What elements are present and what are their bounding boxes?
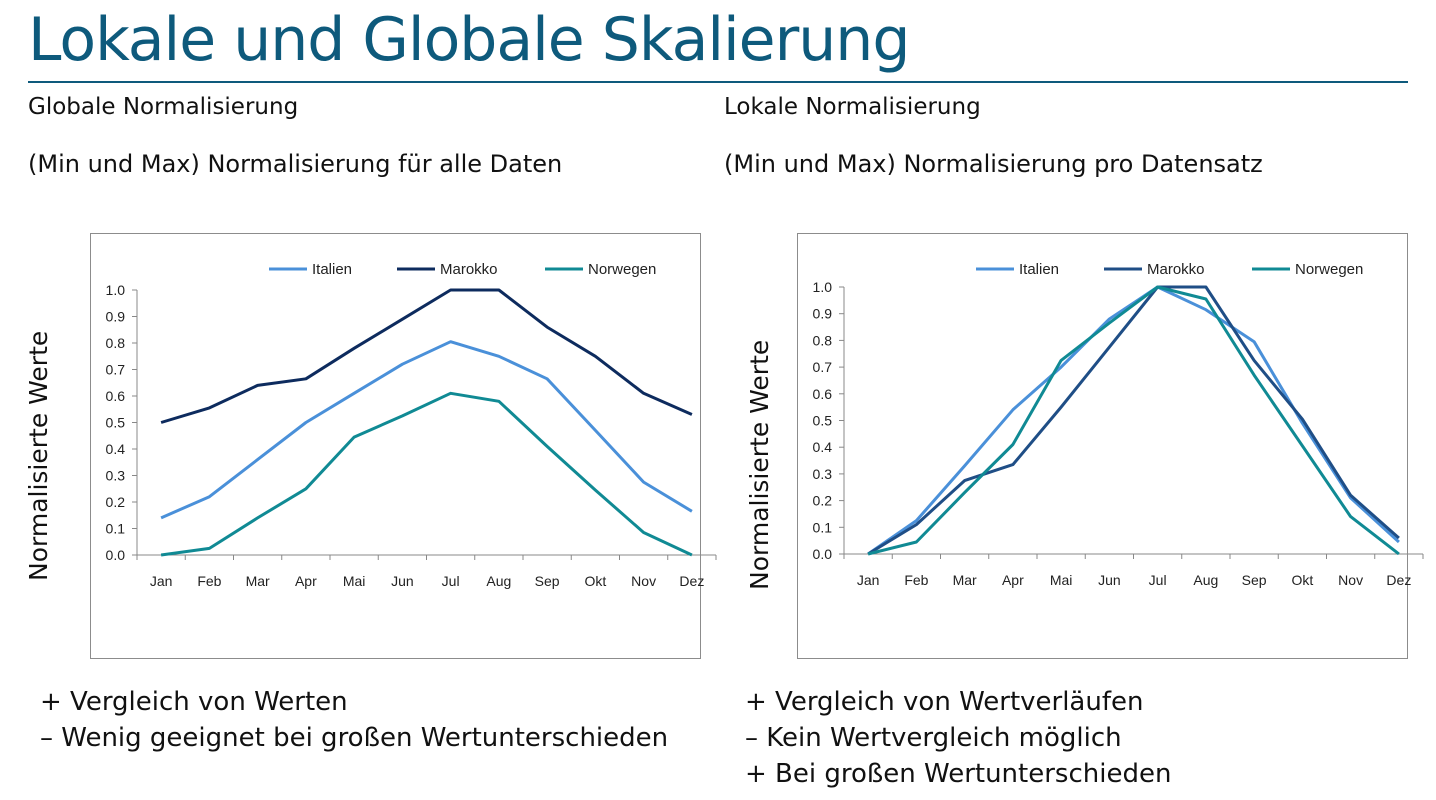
axes: 0.0 0.1 0.2 0.3 0.4 0.5 0.6 0.7 0.8 0.9 1.0 Jan Feb M…	[813, 279, 1424, 588]
axes: 0.0 0.1 0.2 0.3 0.4 0.5 0.6 0.7 0.8 0.9 1.0 Jan Feb M…	[106, 282, 717, 589]
y-tick-label: 1.0	[106, 282, 126, 298]
legend-marokko-label: Marokko	[440, 261, 498, 278]
y-tick-label: 0.6	[106, 388, 126, 404]
x-tick-label: Dez	[1386, 572, 1411, 588]
legend-italien-label: Italien	[312, 261, 352, 278]
y-tick-label: 0.1	[813, 519, 833, 535]
x-tick-label: Feb	[904, 572, 928, 588]
left-heading: Globale Normalisierung	[28, 94, 299, 120]
y-tick-label: 0.9	[106, 309, 126, 325]
y-tick-label: 0.2	[813, 493, 833, 509]
x-tick-label: Sep	[1242, 572, 1267, 588]
y-tick-label: 0.7	[813, 359, 833, 375]
local-normalization-chart: 0.0 0.1 0.2 0.3 0.4 0.5 0.6 0.7 0.8 0.9 1.0 Jan Feb M…	[797, 233, 1424, 659]
x-tick-label: Mai	[1050, 572, 1073, 588]
y-tick-label: 0.5	[106, 415, 126, 431]
right-bullet-pro: + Vergleich von Wertverläufen	[745, 687, 1144, 717]
y-tick-label: 0.9	[813, 306, 833, 322]
x-tick-label: Apr	[1002, 572, 1024, 588]
y-tick-label: 0.2	[106, 494, 126, 510]
y-tick-label: 0.8	[106, 335, 126, 351]
right-bullet-con: – Kein Wertvergleich möglich	[745, 723, 1122, 753]
right-heading: Lokale Normalisierung	[724, 94, 981, 120]
x-tick-label: Feb	[197, 573, 221, 589]
y-tick-label: 0.4	[813, 439, 833, 455]
y-tick-label: 0.1	[106, 521, 126, 537]
x-tick-label: Mar	[953, 572, 977, 588]
x-tick-label: Mai	[343, 573, 366, 589]
x-tick-label: Aug	[1193, 572, 1218, 588]
title-divider	[28, 81, 1408, 83]
left-subheading: (Min und Max) Normalisierung für alle Da…	[28, 150, 563, 178]
y-tick-label: 0.5	[813, 413, 833, 429]
left-y-axis-label: Normalisierte Werte	[24, 330, 53, 581]
left-column: Globale Normalisierung (Min und Max) Nor…	[28, 90, 562, 178]
right-bullet-pro-2: + Bei großen Wertunterschieden	[745, 759, 1172, 789]
x-tick-label: Dez	[679, 573, 704, 589]
x-tick-label: Apr	[295, 573, 317, 589]
right-y-axis-label: Normalisierte Werte	[745, 339, 774, 590]
y-tick-label: 0.0	[813, 546, 833, 562]
x-tick-label: Mar	[246, 573, 270, 589]
legend-marokko-label: Marokko	[1147, 261, 1205, 278]
x-tick-label: Okt	[1291, 572, 1313, 588]
slide-title: Lokale und Globale Skalierung	[28, 5, 910, 75]
x-tick-label: Aug	[486, 573, 511, 589]
y-tick-label: 0.3	[106, 468, 126, 484]
x-tick-label: Jul	[442, 573, 460, 589]
global-chart-svg: 0.0 0.1 0.2 0.3 0.4 0.5 0.6 0.7 0.8 0.9 1.0 Jan Feb M…	[106, 261, 717, 589]
y-tick-label: 0.3	[813, 466, 833, 482]
x-tick-label: Jun	[391, 573, 414, 589]
y-tick-label: 0.8	[813, 332, 833, 348]
legend-italien-label: Italien	[1019, 261, 1059, 278]
series-line-marokko	[867, 285, 1400, 556]
x-tick-label: Jun	[1098, 572, 1121, 588]
legend-norwegen-label: Norwegen	[1295, 261, 1363, 278]
y-tick-label: 1.0	[813, 279, 833, 295]
x-tick-label: Okt	[584, 573, 606, 589]
global-normalization-chart: 0.0 0.1 0.2 0.3 0.4 0.5 0.6 0.7 0.8 0.9 1.0 Jan Feb M…	[90, 233, 717, 659]
right-bullet-list: + Vergleich von Wertverläufen – Kein Wer…	[745, 684, 1171, 792]
series-line-marokko	[160, 288, 693, 424]
left-bullet-list: + Vergleich von Werten – Wenig geeignet …	[40, 684, 668, 756]
y-tick-label: 0.0	[106, 547, 126, 563]
series-line-italien	[160, 340, 693, 520]
right-column: Lokale Normalisierung (Min und Max) Norm…	[724, 90, 1263, 178]
x-tick-label: Jul	[1149, 572, 1167, 588]
series-line-norwegen	[867, 285, 1400, 556]
y-tick-label: 0.6	[813, 386, 833, 402]
left-bullet-con: – Wenig geeignet bei großen Wertuntersch…	[40, 723, 669, 753]
x-tick-label: Nov	[631, 573, 656, 589]
x-tick-label: Jan	[857, 572, 880, 588]
y-tick-label: 0.7	[106, 362, 126, 378]
x-tick-label: Sep	[535, 573, 560, 589]
series-line-italien	[867, 285, 1400, 556]
left-bullet-pro: + Vergleich von Werten	[40, 687, 348, 717]
x-tick-label: Jan	[150, 573, 173, 589]
x-tick-label: Nov	[1338, 572, 1363, 588]
local-chart-svg: 0.0 0.1 0.2 0.3 0.4 0.5 0.6 0.7 0.8 0.9 1.0 Jan Feb M…	[813, 261, 1424, 588]
right-subheading: (Min und Max) Normalisierung pro Datensa…	[724, 150, 1263, 178]
y-tick-label: 0.4	[106, 441, 126, 457]
legend-norwegen-label: Norwegen	[588, 261, 656, 278]
series-line-norwegen	[160, 391, 693, 557]
